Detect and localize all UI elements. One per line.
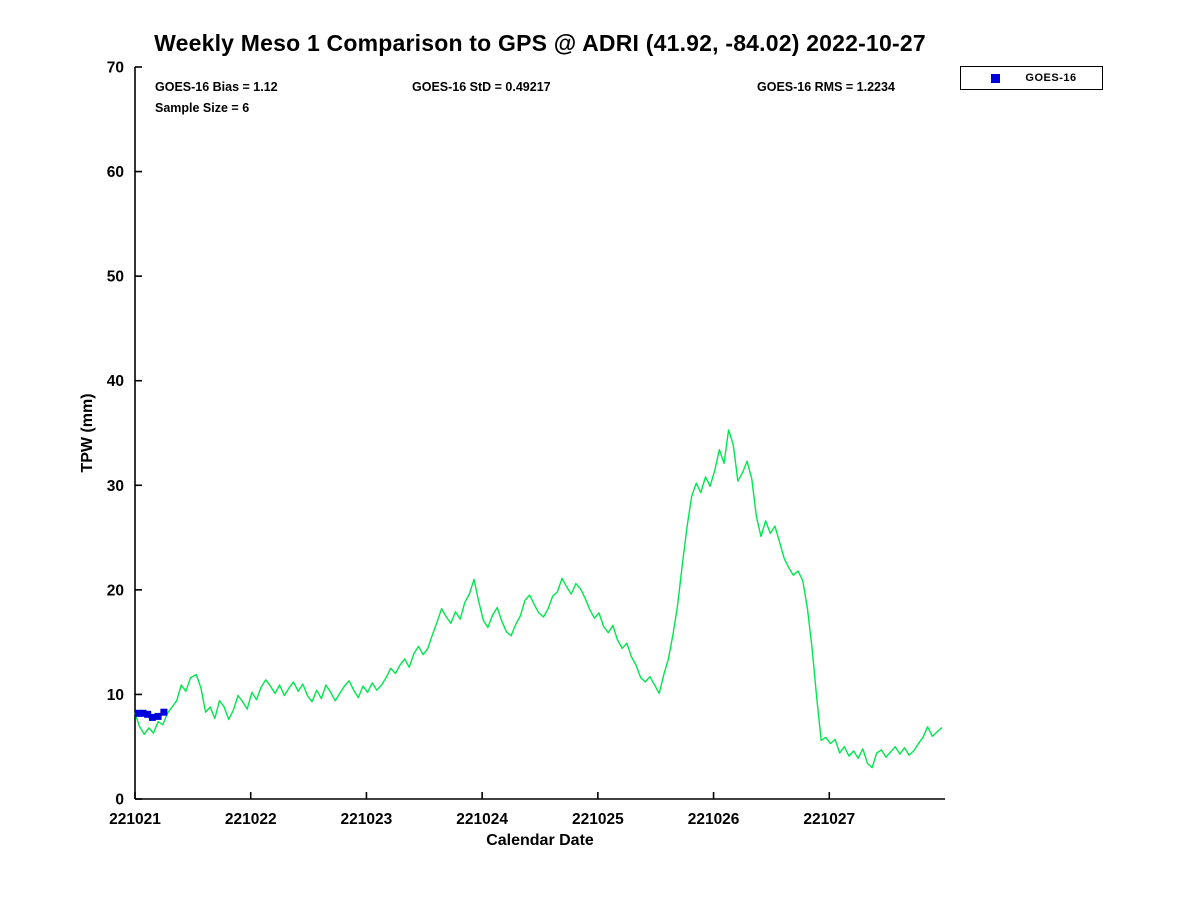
stat-sample-size: Sample Size = 6 [155, 101, 250, 115]
y-tick-label: 60 [107, 164, 124, 181]
stat-bias: GOES-16 Bias = 1.12 [155, 80, 278, 94]
goes16-marker [135, 709, 142, 717]
chart-title: Weekly Meso 1 Comparison to GPS @ ADRI (… [154, 30, 926, 56]
y-tick-label: 0 [115, 792, 124, 809]
x-tick-label: 221023 [341, 811, 393, 828]
y-tick-label: 50 [107, 269, 124, 286]
x-tick-label: 221024 [456, 811, 508, 828]
stat-std: GOES-16 StD = 0.49217 [412, 80, 551, 94]
x-axis-label: Calendar Date [486, 832, 594, 849]
legend-square-marker-icon [991, 73, 1000, 83]
goes16-marker [160, 708, 168, 716]
y-tick-label: 40 [107, 373, 124, 390]
x-tick-label: 221026 [688, 811, 740, 828]
x-tick-label: 221021 [109, 811, 161, 828]
stat-rms: GOES-16 RMS = 1.2234 [757, 80, 895, 94]
goes16-marker [139, 709, 147, 717]
y-tick-label: 10 [107, 687, 124, 704]
y-tick-label: 30 [107, 478, 124, 495]
x-tick-label: 221022 [225, 811, 277, 828]
gps-tpw-line [134, 429, 943, 769]
y-tick-label: 70 [107, 60, 124, 77]
goes16-marker [148, 713, 156, 721]
y-tick-label: 20 [107, 582, 124, 599]
legend: GOES-16 [960, 66, 1103, 90]
legend-label-goes16: GOES-16 [1025, 72, 1077, 84]
goes16-marker [144, 710, 152, 718]
goes16-marker [154, 712, 162, 720]
x-tick-label: 221027 [803, 811, 855, 828]
x-tick-label: 221025 [572, 811, 624, 828]
